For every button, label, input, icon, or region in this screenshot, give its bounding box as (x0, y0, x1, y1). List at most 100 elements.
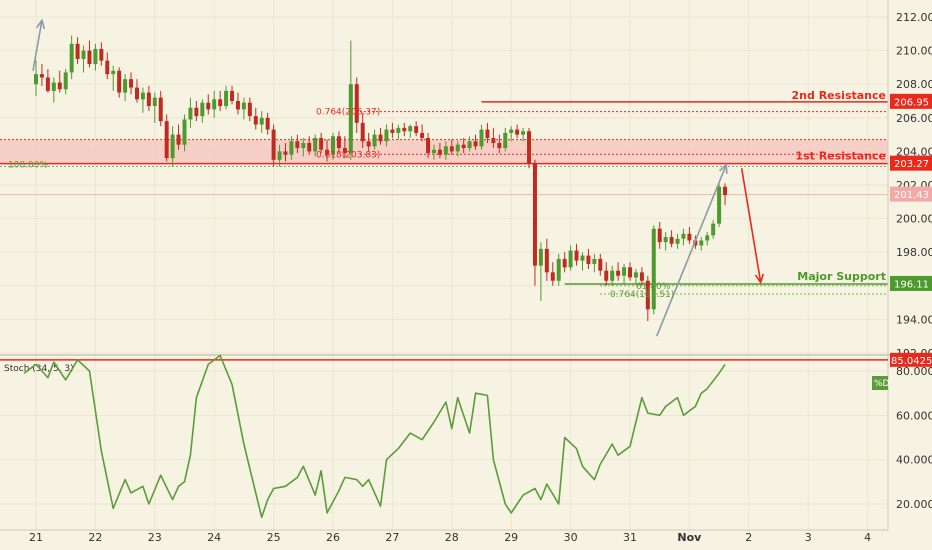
candle-body (479, 129, 484, 147)
stoch-d-tag-bg (872, 376, 888, 390)
last-price-tag-text: 201.43 (894, 190, 929, 201)
first-resistance-tag-text: 203.27 (894, 159, 929, 170)
second-resistance-tag: 206.95 (890, 93, 932, 109)
candle-body (200, 102, 205, 117)
candle-body (509, 129, 514, 133)
candle-body (443, 146, 448, 155)
candle-body (532, 163, 537, 266)
date-tick-label: 25 (267, 531, 281, 544)
candle-body (408, 126, 413, 132)
candle-body (485, 129, 490, 138)
candle-body (158, 97, 163, 122)
candle-body (34, 74, 38, 85)
candle-body (420, 132, 425, 138)
candle-body (568, 250, 573, 268)
fib-label-618-bottom: 61.80% (636, 282, 671, 292)
candle-body (402, 127, 407, 132)
candle-body (289, 141, 294, 155)
trend-arrow-top-left-head (36, 18, 46, 30)
candle-body (538, 248, 543, 266)
candle-body (152, 97, 157, 107)
candle-body (69, 43, 74, 73)
second-resistance-tag-bg (890, 93, 932, 109)
candle-body (639, 272, 644, 281)
candles (34, 35, 728, 322)
price-tick-label: 204.00 (896, 145, 932, 158)
candle-body (206, 102, 211, 110)
fib-label-0764-bottom: 0.764(195.51) (610, 290, 674, 300)
candle-body (348, 84, 353, 154)
price-tick-label: 194.00 (896, 313, 932, 326)
date-tick-label: 26 (326, 531, 340, 544)
candle-body (681, 233, 686, 239)
fib-label-100: 100.00% (8, 161, 48, 171)
candle-body (277, 151, 282, 160)
candle-body (669, 237, 674, 244)
candle-body (283, 151, 288, 155)
date-tick-label: 28 (445, 531, 459, 544)
candle-body (503, 132, 508, 149)
candle-body (39, 74, 44, 78)
candle-body (657, 228, 662, 243)
stoch-level-tag: 85.0425 (890, 352, 932, 367)
candle-body (271, 129, 276, 160)
candle-body (455, 144, 460, 152)
fib-label-0764-top: 0.764(206.37) (316, 108, 380, 118)
candle-body (325, 149, 330, 155)
stoch-tick-label: 40.0000 (896, 454, 932, 467)
candle-body (521, 131, 526, 135)
candle-body (598, 258, 603, 271)
candle-body (45, 77, 50, 91)
last-price-tag-bg (890, 186, 932, 202)
candle-body (622, 267, 627, 276)
candle-body (675, 238, 680, 244)
candle-body (342, 148, 347, 154)
candle-body (218, 99, 223, 107)
candle-body (99, 48, 104, 61)
date-tick-label: 30 (564, 531, 578, 544)
candle-body (111, 70, 116, 75)
candle-body (610, 270, 615, 281)
date-tick-label: 27 (385, 531, 399, 544)
candle-body (461, 144, 466, 149)
candle-body (241, 102, 246, 110)
date-tick-label: 29 (504, 531, 518, 544)
second-resistance-tag-text: 206.95 (894, 97, 929, 108)
price-tick-label: 206.00 (896, 112, 932, 125)
date-tick-label: Nov (677, 531, 702, 544)
candle-body (378, 134, 383, 142)
candle-body (81, 50, 86, 59)
candle-body (93, 48, 98, 65)
candle-body (63, 72, 68, 90)
candle-body (87, 50, 92, 65)
candle-body (574, 250, 579, 261)
projection-arrow-down (740, 168, 764, 285)
candle-body (586, 255, 591, 264)
first-resistance-tag: 203.27 (890, 155, 932, 171)
candle-body (497, 143, 502, 149)
candle-body (723, 186, 728, 196)
candle-body (711, 223, 716, 236)
candle-body (544, 248, 549, 273)
candle-body (616, 270, 621, 276)
candle-body (307, 143, 312, 152)
candle-body (313, 137, 318, 152)
second-resistance-label: 2nd Resistance (792, 89, 886, 102)
candle-body (117, 70, 122, 93)
candle-body (556, 258, 561, 281)
candle-body (592, 258, 597, 264)
stoch-d-tag-text: %D (874, 379, 890, 389)
candle-body (105, 60, 110, 75)
stoch-d-line (23, 354, 726, 519)
candle-body (705, 235, 710, 241)
date-tick-label: 3 (805, 531, 812, 544)
fib-label-0618: 0.618(203.83) (316, 150, 380, 160)
candle-body (604, 270, 609, 281)
candle-body (253, 116, 258, 125)
stoch-d-tag: %D (872, 376, 890, 390)
candle-body (140, 92, 145, 100)
price-tick-label: 198.00 (896, 246, 932, 259)
candle-body (372, 134, 377, 147)
candle-body (633, 272, 638, 278)
